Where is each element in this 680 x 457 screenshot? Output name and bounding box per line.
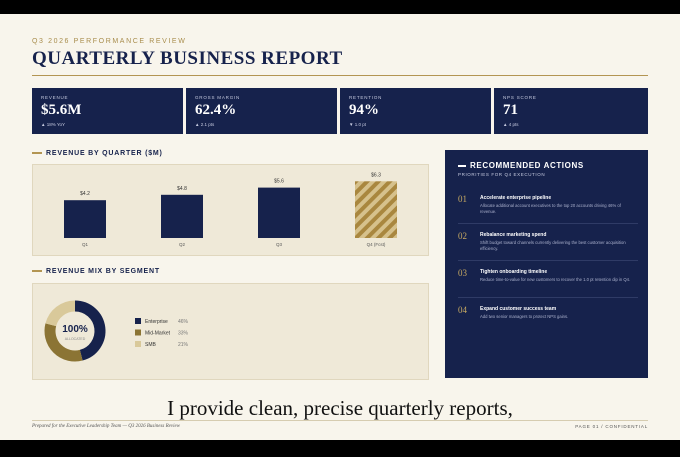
action-separator: [458, 297, 638, 298]
legend-value: 33%: [178, 330, 189, 336]
actions-subtitle: PRIORITIES FOR Q4 EXECUTION: [458, 172, 546, 177]
eyebrow: Q3 2026 PERFORMANCE REVIEW: [32, 38, 187, 45]
action-title: Rebalance marketing spend: [480, 232, 547, 238]
legend-label: Mid-Market: [145, 330, 171, 336]
action-separator: [458, 260, 638, 261]
kpi-value: 62.4%: [195, 102, 237, 118]
bar: [355, 181, 397, 238]
actions-panel: [445, 150, 648, 378]
action-number: 04: [458, 305, 467, 315]
action-text: Add two senior managers to protect NPS g…: [480, 314, 569, 319]
slide: Q3 2026 PERFORMANCE REVIEW QUARTERLY BUS…: [0, 14, 680, 440]
section-title: REVENUE MIX BY SEGMENT: [32, 268, 160, 275]
action-text: Reduce time-to-value for new customers t…: [480, 277, 631, 282]
kpi-label: GROSS MARGIN: [195, 95, 241, 100]
kpi-card: REVENUE $5.6M ▲ 18% YoY: [32, 88, 183, 134]
legend-swatch: [135, 341, 141, 347]
action-title: Tighten onboarding timeline: [480, 269, 548, 275]
actions-title: RECOMMENDED ACTIONS: [458, 161, 584, 170]
bar: [258, 187, 300, 238]
legend-value: 46%: [178, 319, 189, 325]
kpi-value: $5.6M: [41, 102, 82, 118]
kpi-delta: ▲ 2.1 pts: [195, 122, 215, 127]
action-title: Accelerate enterprise pipeline: [480, 195, 552, 201]
donut-center-value: 100%: [62, 324, 88, 335]
value-label: $4.2: [80, 191, 90, 197]
donut-segment: [44, 323, 83, 362]
action-number: 01: [458, 194, 467, 204]
category-label: Q1: [82, 242, 89, 247]
kpi-value: 94%: [349, 102, 379, 118]
report-title: QUARTERLY BUSINESS REPORT: [32, 48, 343, 69]
bar: [64, 200, 106, 238]
kpi-card: NPS SCORE 71 ▲ 4 pts: [494, 88, 648, 134]
legend-value: 21%: [178, 342, 189, 348]
action-separator: [458, 223, 638, 224]
value-label: $5.6: [274, 179, 284, 185]
title-rule: [32, 75, 648, 76]
kpi-card: GROSS MARGIN 62.4% ▲ 2.1 pts: [186, 88, 337, 134]
kpi-delta: ▲ 4 pts: [503, 122, 519, 127]
caption: I provide clean, precise quarterly repor…: [167, 396, 513, 420]
action-title: Expand customer success team: [480, 306, 557, 312]
value-label: $4.8: [177, 186, 187, 192]
action-number: 02: [458, 231, 467, 241]
footer-rule: [32, 420, 648, 421]
kpi-value: 71: [503, 102, 518, 118]
kpi-card: RETENTION 94% ▼ 1.0 pt: [340, 88, 491, 134]
legend-swatch: [135, 318, 141, 324]
charts: $4.2 Q1 $4.8 Q2 $5.6 Q3 $6.3 Q4 (Fcst) Enterpris…: [44, 172, 397, 362]
page-number: PAGE 01 / CONFIDENTIAL: [575, 424, 648, 429]
legend-label: Enterprise: [145, 319, 168, 325]
bar: [161, 194, 203, 238]
donut-segment: [45, 300, 76, 327]
footer-note: Prepared for the Executive Leadership Te…: [32, 424, 181, 429]
kpi-label: REVENUE: [41, 95, 69, 100]
kpi-label: NPS SCORE: [503, 95, 537, 100]
kpi-delta: ▲ 18% YoY: [41, 122, 65, 127]
donut-center-label: ALLOCATED: [65, 337, 86, 341]
action-number: 03: [458, 268, 467, 278]
kpi-delta: ▼ 1.0 pt: [349, 122, 366, 127]
action-text: Allocate additional account executives t…: [480, 203, 621, 214]
section-title: REVENUE BY QUARTER ($M): [32, 150, 163, 157]
legend-label: SMB: [145, 342, 157, 348]
category-label: Q3: [276, 242, 283, 247]
category-label: Q2: [179, 242, 186, 247]
value-label: $6.3: [371, 172, 381, 178]
donut-segment: [74, 300, 106, 361]
category-label: Q4 (Fcst): [367, 242, 386, 247]
kpi-label: RETENTION: [349, 95, 383, 100]
action-text: Shift budget toward channels currently d…: [480, 240, 626, 251]
legend-swatch: [135, 329, 141, 336]
